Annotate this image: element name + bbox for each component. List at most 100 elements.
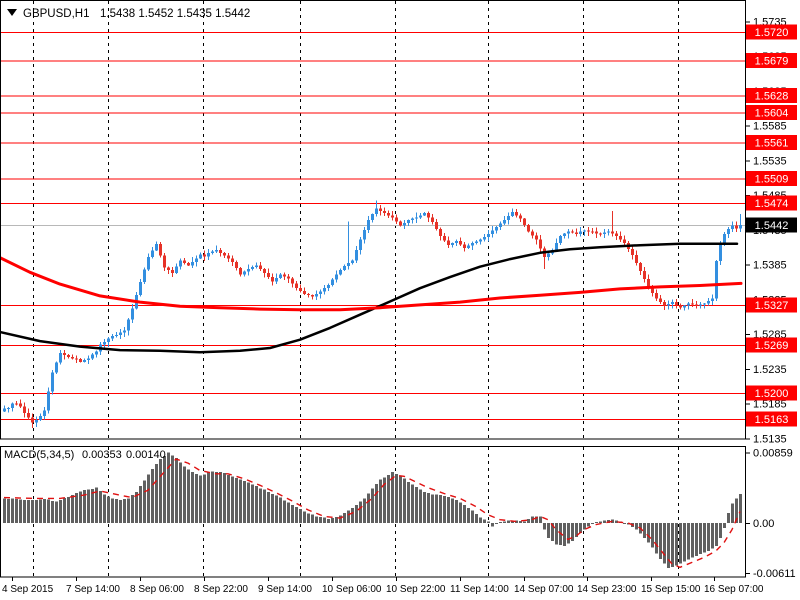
macd-bar bbox=[271, 493, 274, 523]
macd-bar bbox=[323, 517, 326, 523]
macd-bar bbox=[551, 523, 554, 542]
level-price-label-text: 1.5509 bbox=[755, 173, 789, 185]
candle-body bbox=[159, 243, 162, 256]
macd-bar bbox=[451, 498, 454, 523]
time-tick-label: 10 Sep 22:00 bbox=[386, 584, 446, 595]
macd-bar bbox=[107, 496, 110, 523]
candle-body bbox=[507, 215, 510, 221]
macd-bar bbox=[543, 523, 546, 530]
candle-body bbox=[67, 354, 70, 358]
candle-body bbox=[391, 215, 394, 218]
candle-body bbox=[611, 231, 614, 234]
candle-body bbox=[587, 230, 590, 232]
candle-body bbox=[351, 260, 354, 264]
macd-bar bbox=[179, 462, 182, 523]
candle-body bbox=[315, 294, 318, 297]
candle-body bbox=[299, 288, 302, 292]
candle-body bbox=[535, 235, 538, 240]
collapse-objects-icon[interactable] bbox=[7, 9, 17, 16]
candle-body bbox=[295, 283, 298, 289]
candle-body bbox=[267, 272, 270, 278]
ma-red-path bbox=[1, 256, 743, 312]
time-axis[interactable]: 4 Sep 2015 7 Sep 14:00 8 Sep 06:00 8 Sep 22… bbox=[2, 577, 764, 595]
candle-body bbox=[659, 298, 662, 303]
macd-bar bbox=[511, 520, 514, 523]
macd-main-value: 0.00353 bbox=[82, 449, 122, 461]
macd-bar bbox=[111, 498, 114, 523]
candle-body bbox=[711, 298, 714, 302]
price-tick-label: 1.5535 bbox=[753, 155, 787, 167]
chart-header: GBPUSD,H1 1.5438 1.5452 1.5435 1.5442 bbox=[7, 8, 250, 20]
price-axis[interactable]: 1.57351.56851.56351.55851.55351.54851.54… bbox=[745, 16, 797, 445]
macd-bar bbox=[415, 486, 418, 523]
candle-body bbox=[319, 291, 322, 295]
macd-bar bbox=[259, 488, 262, 523]
candle-body bbox=[511, 211, 514, 216]
candle-body bbox=[423, 213, 426, 216]
candle-body bbox=[379, 208, 382, 211]
macd-bar bbox=[667, 523, 670, 569]
candle-body bbox=[727, 229, 730, 235]
macd-bar bbox=[3, 498, 6, 523]
macd-bar bbox=[63, 497, 66, 523]
candle-body bbox=[591, 231, 594, 233]
support-resistance-lines[interactable] bbox=[0, 31, 745, 420]
macd-bar bbox=[223, 473, 226, 523]
macd-bar bbox=[739, 494, 742, 523]
current-price-label-text: 1.5442 bbox=[755, 220, 789, 232]
candle-body bbox=[451, 243, 454, 246]
macd-bar bbox=[495, 523, 498, 525]
price-tick-label: 1.5185 bbox=[753, 399, 787, 411]
candle-body bbox=[131, 308, 134, 320]
level-price-label bbox=[746, 195, 797, 211]
macd-bar bbox=[211, 471, 214, 523]
candle-body bbox=[271, 277, 274, 282]
candle-body bbox=[27, 412, 30, 418]
candle-body bbox=[327, 284, 330, 289]
candle-body bbox=[311, 295, 314, 297]
macd-bar bbox=[139, 486, 142, 523]
level-price-label-text: 1.5720 bbox=[755, 27, 789, 39]
candle-body bbox=[539, 239, 542, 249]
candle-body bbox=[499, 223, 502, 228]
candle-body bbox=[71, 357, 74, 359]
candle-body bbox=[107, 338, 110, 343]
macd-bar bbox=[675, 523, 678, 566]
candle-body bbox=[279, 274, 282, 278]
candle-body bbox=[3, 408, 6, 412]
macd-bar bbox=[347, 510, 350, 523]
candle-body bbox=[211, 251, 214, 253]
candle-body bbox=[443, 236, 446, 241]
macd-bar bbox=[307, 513, 310, 523]
macd-bar bbox=[171, 455, 174, 523]
macd-bar bbox=[603, 520, 606, 523]
candle-body bbox=[579, 231, 582, 235]
macd-bar bbox=[527, 518, 530, 523]
macd-bar bbox=[555, 523, 558, 545]
candle-body bbox=[387, 213, 390, 216]
candle-body bbox=[355, 250, 358, 261]
macd-bar bbox=[331, 518, 334, 523]
macd-bar bbox=[711, 523, 714, 549]
candle-body bbox=[643, 270, 646, 279]
candle-body bbox=[631, 248, 634, 255]
macd-bar bbox=[183, 466, 186, 523]
level-price-label bbox=[746, 411, 797, 427]
macd-bar bbox=[467, 507, 470, 523]
time-tick-label: 14 Sep 23:00 bbox=[577, 584, 637, 595]
candle-body bbox=[59, 352, 62, 363]
candle-body bbox=[623, 239, 626, 244]
level-price-label bbox=[746, 88, 797, 104]
macd-bar bbox=[715, 523, 718, 546]
time-tick-label: 11 Sep 14:00 bbox=[450, 584, 509, 595]
candle-body bbox=[91, 354, 94, 359]
macd-bar bbox=[11, 498, 14, 523]
macd-bar bbox=[699, 523, 702, 555]
candle-body bbox=[595, 231, 598, 234]
candle-body bbox=[647, 278, 650, 287]
macd-bar bbox=[615, 520, 618, 523]
candle-body bbox=[483, 236, 486, 240]
macd-bar bbox=[103, 494, 106, 523]
macd-bar bbox=[623, 523, 626, 524]
macd-axis[interactable]: 0.00859 0.00 -0.00611 bbox=[745, 448, 796, 581]
